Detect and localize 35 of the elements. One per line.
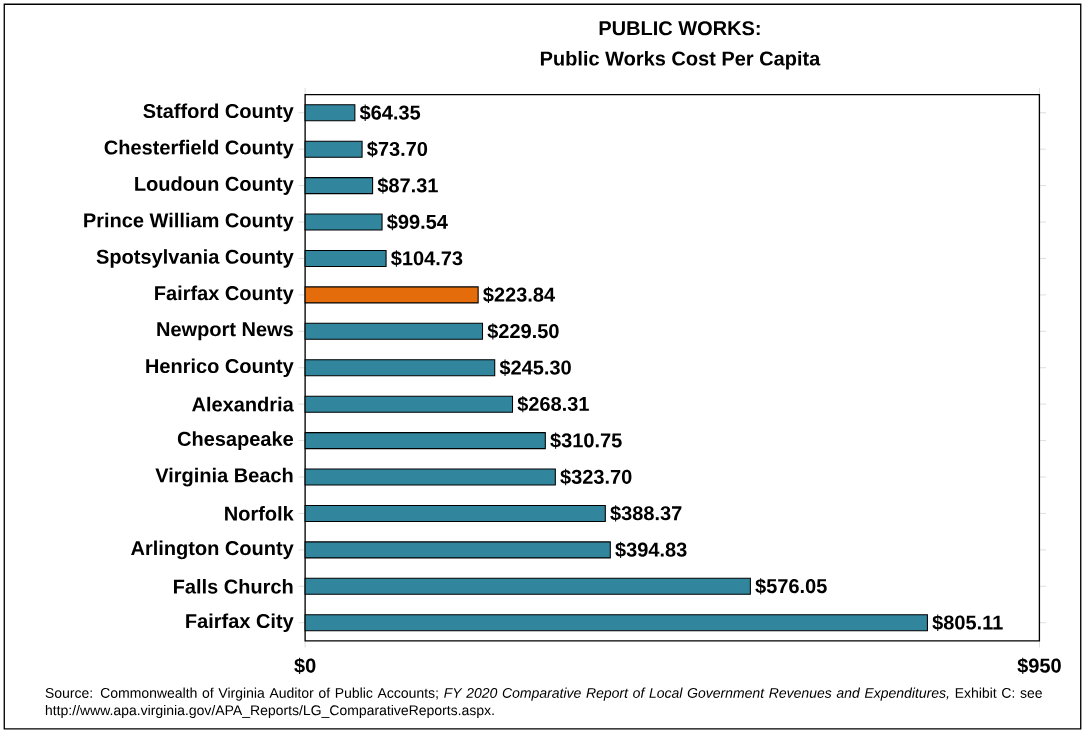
data-label: $223.84	[483, 286, 555, 303]
data-label: $310.75	[550, 432, 622, 449]
y-tick-label: Henrico County	[146, 358, 294, 377]
y-tick-label: Chesterfield County	[104, 139, 294, 159]
data-label: $576.05	[755, 578, 827, 595]
y-tick-label: Fairfax City	[186, 613, 294, 632]
text: Source: Commonwealth of Virginia Auditor of Public Accounts; FY 2020 Comparative Report of Local Government Revenues and Expenditures, Exhibit C: see http://www.apa.virginia.gov/APA_Reports/LG_ComparativeReports.aspx.	[45, 687, 1042, 718]
data-label: $229.50	[487, 323, 559, 340]
y-tick-label: Virginia Beach	[155, 467, 293, 487]
data-label: $99.54	[387, 213, 448, 231]
data-label: $323.70	[560, 468, 632, 486]
data-label: $73.70	[367, 140, 428, 158]
y-tick-label: Fairfax County	[155, 285, 294, 305]
data-label: $805.11	[932, 614, 1003, 631]
data-label: $394.83	[615, 541, 687, 558]
x-tick-label: $950	[1017, 657, 1061, 674]
data-label: $268.31	[517, 395, 589, 413]
y-tick-label: Falls Church	[174, 578, 293, 594]
chart-subtitle: Public Works Cost Per Capita	[540, 50, 821, 70]
data-label: $64.35	[359, 104, 421, 121]
y-tick-label: Newport News	[157, 322, 293, 341]
chart-title: PUBLIC WORKS:	[599, 21, 760, 36]
y-tick-label: Prince William County	[84, 212, 294, 232]
y-tick-label: Stafford County	[143, 103, 294, 122]
y-tick-label: Arlington County	[131, 540, 294, 560]
data-label: $104.73	[391, 250, 463, 267]
y-tick-label: Loudoun County	[135, 176, 294, 195]
y-tick-label: Norfolk	[225, 506, 294, 521]
y-tick-label: Spotsylvania County	[96, 249, 294, 268]
data-label: $388.37	[610, 505, 682, 522]
data-label: $87.31	[377, 177, 438, 194]
y-tick-label: Alexandria	[192, 396, 294, 412]
x-tick-label: $0	[294, 657, 316, 674]
data-label: $245.30	[499, 359, 571, 376]
y-tick-label: Chesapeake	[177, 431, 294, 450]
